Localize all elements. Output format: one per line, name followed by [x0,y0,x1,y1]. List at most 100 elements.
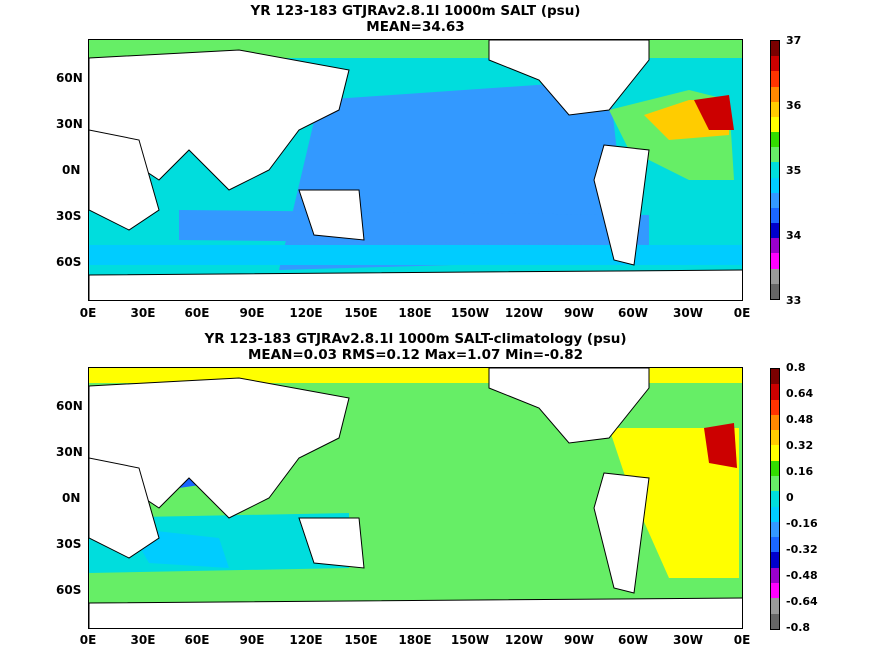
colorbar-swatch [771,582,779,599]
salt-title-line1: YR 123-183 GTJRAv2.8.1l 1000m SALT (psu) [250,3,581,19]
anomaly-colorbar-label: -0.8 [786,621,811,634]
colorbar-swatch [771,192,779,208]
colorbar-swatch [771,445,779,461]
salt-anomaly-panel: YR 123-183 GTJRAv2.8.1l 1000m SALT-clima… [0,328,875,656]
anomaly-colorbar [770,368,780,630]
southern-ocean-band [89,245,742,265]
salt-lon-label: 60E [184,306,210,320]
southern-band [179,210,649,245]
colorbar-swatch [771,238,779,254]
anomaly-colorbar-label: -0.16 [786,517,818,530]
salt-colorbar-label: 33 [786,294,802,307]
salt-lat-label: 60S [56,255,82,269]
anomaly-lon-label: 180E [398,633,432,647]
colorbar-swatch [771,552,779,568]
colorbar-swatch [771,71,779,87]
colorbar-swatch [771,399,779,415]
south-america-land [593,472,650,594]
colorbar-swatch [771,41,779,57]
salt-colorbar-label: 34 [786,229,802,242]
colorbar-swatch [771,177,779,193]
anomaly-lon-label: 150E [344,633,378,647]
anomaly-colorbar-label: -0.48 [786,569,818,582]
colorbar-swatch [771,268,779,284]
salt-colorbar-label: 36 [786,99,802,112]
anomaly-lon-label: 30E [130,633,156,647]
colorbar-swatch [771,384,779,400]
south-america-land [593,144,650,266]
salt-lon-label: 0E [733,306,751,320]
anomaly-title-line1: YR 123-183 GTJRAv2.8.1l 1000m SALT-clima… [204,331,627,347]
colorbar-swatch [771,475,779,492]
salt-colorbar-label: 37 [786,34,802,47]
colorbar-swatch [771,101,779,117]
atlantic-max [694,95,734,130]
salt-lon-label: 150E [344,306,378,320]
salt-lat-label: 30S [56,209,82,223]
salt-lon-label: 120W [504,306,544,320]
salt-lat-label: 30N [56,117,83,131]
anomaly-map-svg [89,368,742,628]
salt-lon-label: 0E [79,306,97,320]
colorbar-swatch [771,506,779,522]
atlantic-max [704,423,737,468]
colorbar-swatch [771,162,779,178]
anomaly-title-line2: MEAN=0.03 RMS=0.12 Max=1.07 Min=-0.82 [247,347,584,363]
colorbar-swatch [771,283,779,299]
colorbar-swatch [771,56,779,72]
antarctica-land [89,269,742,300]
anomaly-lon-label: 30W [673,633,703,647]
colorbar-swatch [771,86,779,102]
anomaly-lon-label: 90E [239,633,265,647]
salt-lon-label: 150W [450,306,490,320]
anomaly-lon-label: 150W [450,633,490,647]
anomaly-lat-label: 60N [56,399,83,413]
salt-lon-label: 60W [618,306,648,320]
colorbar-swatch [771,223,779,239]
salt-panel: YR 123-183 GTJRAv2.8.1l 1000m SALT (psu)… [56,3,802,320]
colorbar-swatch [771,613,779,629]
anomaly-lon-label: 0E [79,633,97,647]
colorbar-swatch [771,537,779,553]
salt-lon-label: 120E [289,306,323,320]
salt-map-svg [89,40,742,300]
colorbar-swatch [771,521,779,538]
anomaly-colorbar-label: 0.64 [786,387,814,400]
salt-lat-label: 0N [62,163,81,177]
colorbar-swatch [771,414,779,431]
anomaly-colorbar-label: 0.32 [786,439,814,452]
salt-lon-label: 30W [673,306,703,320]
colorbar-swatch [771,491,779,507]
salt-lon-label: 180E [398,306,432,320]
anomaly-lon-label: 90W [564,633,594,647]
colorbar-swatch [771,253,779,269]
atlantic-positive [609,428,739,578]
salt-lon-label: 30E [130,306,156,320]
salt-colorbar [770,40,780,300]
anomaly-colorbar-label: 0.8 [786,361,806,374]
north-america-land [488,40,650,116]
colorbar-swatch [771,132,779,148]
anomaly-lat-label: 30N [56,445,83,459]
anomaly-colorbar-label: -0.64 [786,595,818,608]
colorbar-swatch [771,567,779,583]
anomaly-lat-label: 60S [56,583,82,597]
salt-lon-label: 90E [239,306,265,320]
colorbar-swatch [771,116,779,133]
australia-land [298,517,365,569]
anomaly-lon-label: 0E [733,633,751,647]
anomaly-colorbar-label: 0.16 [786,465,814,478]
colorbar-swatch [771,430,779,446]
salt-colorbar-label: 35 [786,164,802,177]
africa-land [89,457,160,559]
anomaly-colorbar-label: 0.48 [786,413,814,426]
anomaly-colorbar-label: 0 [786,491,794,504]
anomaly-lon-label: 120W [504,633,544,647]
antarctica-land [89,597,742,628]
salt-map [88,39,743,301]
anomaly-lat-label: 30S [56,537,82,551]
salt-title-line2: MEAN=34.63 [366,19,465,35]
africa-land [89,129,160,231]
anomaly-lon-label: 60W [618,633,648,647]
anomaly-lat-label: 0N [62,491,81,505]
